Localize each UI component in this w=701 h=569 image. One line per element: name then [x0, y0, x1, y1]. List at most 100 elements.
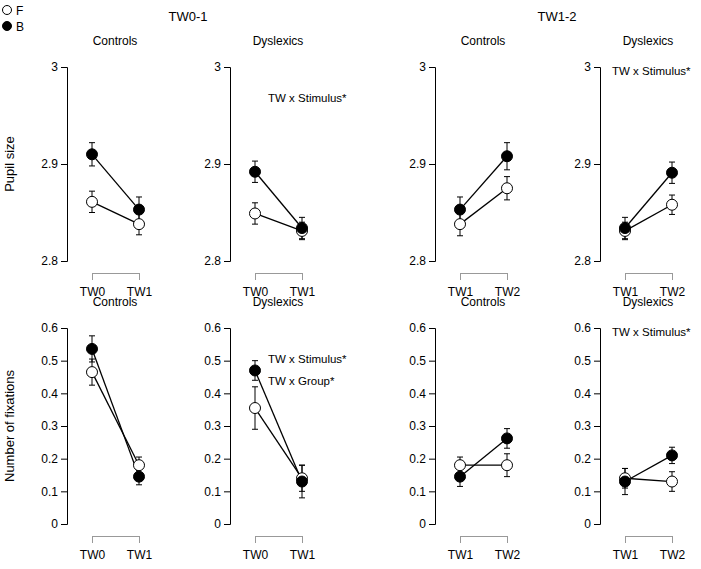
y-axis-line: [224, 329, 231, 525]
error-bar-cap: [252, 380, 258, 381]
error-bar-cap: [89, 361, 95, 362]
point-F: [455, 460, 466, 471]
y-axis-line: [429, 68, 436, 262]
y-tick-mark: [594, 459, 600, 460]
error-bar-cap: [669, 491, 675, 492]
x-tick-mark: [460, 536, 461, 543]
annotation: TW x Stimulus*: [268, 92, 347, 104]
point-B: [87, 343, 98, 354]
y-tick-mark: [61, 261, 67, 262]
error-bar-cap: [89, 212, 95, 213]
x-tick-mark: [672, 536, 673, 543]
y-tick: 2.9: [204, 157, 230, 171]
y-tick-mark: [429, 328, 435, 329]
y-tick-label: 2.9: [41, 157, 58, 171]
error-bar-cap: [504, 169, 510, 170]
x-tick: TW1: [290, 536, 316, 562]
error-bar-cap: [89, 142, 95, 143]
point-B: [667, 167, 678, 178]
point-F: [667, 476, 678, 487]
error-bar-cap: [457, 235, 463, 236]
panel: Dyslexics00.10.20.30.40.50.6TW0TW1TW x S…: [204, 295, 347, 562]
y-tick: 0.6: [409, 321, 435, 335]
y-tick-label: 0.2: [204, 452, 221, 466]
y-tick: 2.8: [204, 254, 230, 268]
y-axis-line: [61, 329, 68, 525]
legend-label: B: [16, 20, 24, 34]
point-B: [297, 223, 308, 234]
y-tick: 0.1: [409, 485, 435, 499]
y-tick: 0: [214, 517, 230, 531]
error-bar-cap: [504, 199, 510, 200]
error-bar-cap: [89, 191, 95, 192]
error-bar-cap: [622, 239, 628, 240]
point-F: [250, 208, 261, 219]
panel-title: Dyslexics: [623, 34, 674, 48]
point-B: [297, 476, 308, 487]
y-tick-label: 3: [584, 60, 591, 74]
panel-title: Controls: [461, 295, 506, 309]
series-line-B: [625, 173, 672, 228]
y-axis: 2.82.93: [409, 60, 435, 268]
y-axis: 00.10.20.30.40.50.6: [409, 321, 435, 531]
y-axis-title: Number of fixations: [2, 370, 17, 482]
y-tick-mark: [224, 524, 230, 525]
point-F: [502, 183, 513, 194]
x-tick: TW0: [80, 536, 106, 562]
y-tick: 0.2: [574, 452, 600, 466]
y-tick-label: 3: [214, 60, 221, 74]
y-tick-mark: [224, 361, 230, 362]
error-bar-cap: [504, 448, 510, 449]
panel: Controls00.10.20.30.40.50.6TW0TW1Number …: [2, 295, 152, 562]
error-bar-cap: [89, 165, 95, 166]
x-tick-label: TW0: [80, 548, 106, 562]
series-line-F: [92, 372, 139, 465]
plot-area: [620, 447, 678, 494]
y-tick-label: 0.4: [409, 387, 426, 401]
x-tick: TW2: [660, 536, 686, 562]
y-tick-label: 0.3: [41, 419, 58, 433]
error-bar-cap: [622, 217, 628, 218]
y-tick-mark: [594, 491, 600, 492]
error-bar-cap: [299, 497, 305, 498]
y-tick: 2.9: [41, 157, 67, 171]
error-bar-cap: [299, 465, 305, 466]
error-bar-cap: [669, 447, 675, 448]
point-F: [250, 403, 261, 414]
error-bar-cap: [504, 142, 510, 143]
error-bar-cap: [457, 486, 463, 487]
annotation: TW x Stimulus*: [268, 353, 347, 365]
point-F: [87, 196, 98, 207]
y-tick-label: 0.5: [41, 354, 58, 368]
x-tick-label: TW2: [495, 548, 521, 562]
y-tick-label: 0.6: [204, 321, 221, 335]
y-tick-label: 0.4: [204, 387, 221, 401]
y-tick-mark: [429, 393, 435, 394]
plot-area: [250, 361, 308, 498]
x-tick-mark: [672, 273, 673, 280]
y-tick-mark: [224, 164, 230, 165]
y-tick: 0.6: [574, 321, 600, 335]
series-line-F: [92, 202, 139, 224]
series-line-B: [625, 455, 672, 481]
point-B: [620, 223, 631, 234]
error-bar-cap: [622, 238, 628, 239]
x-axis-line: [626, 273, 673, 274]
y-axis: 2.82.93: [574, 60, 600, 268]
y-tick-mark: [594, 164, 600, 165]
x-tick: TW2: [495, 536, 521, 562]
y-tick: 3: [584, 60, 600, 74]
error-bar-cap: [136, 457, 142, 458]
point-B: [667, 450, 678, 461]
y-tick-mark: [429, 261, 435, 262]
error-bar-cap: [622, 494, 628, 495]
y-tick: 0: [51, 517, 67, 531]
point-F: [667, 199, 678, 210]
group-title: TW1-2: [538, 9, 577, 24]
point-B: [250, 365, 261, 376]
y-tick-mark: [429, 524, 435, 525]
y-tick: 0.1: [574, 485, 600, 499]
series-line-B: [92, 349, 139, 477]
y-tick-mark: [61, 361, 67, 362]
x-tick-mark: [255, 536, 256, 543]
